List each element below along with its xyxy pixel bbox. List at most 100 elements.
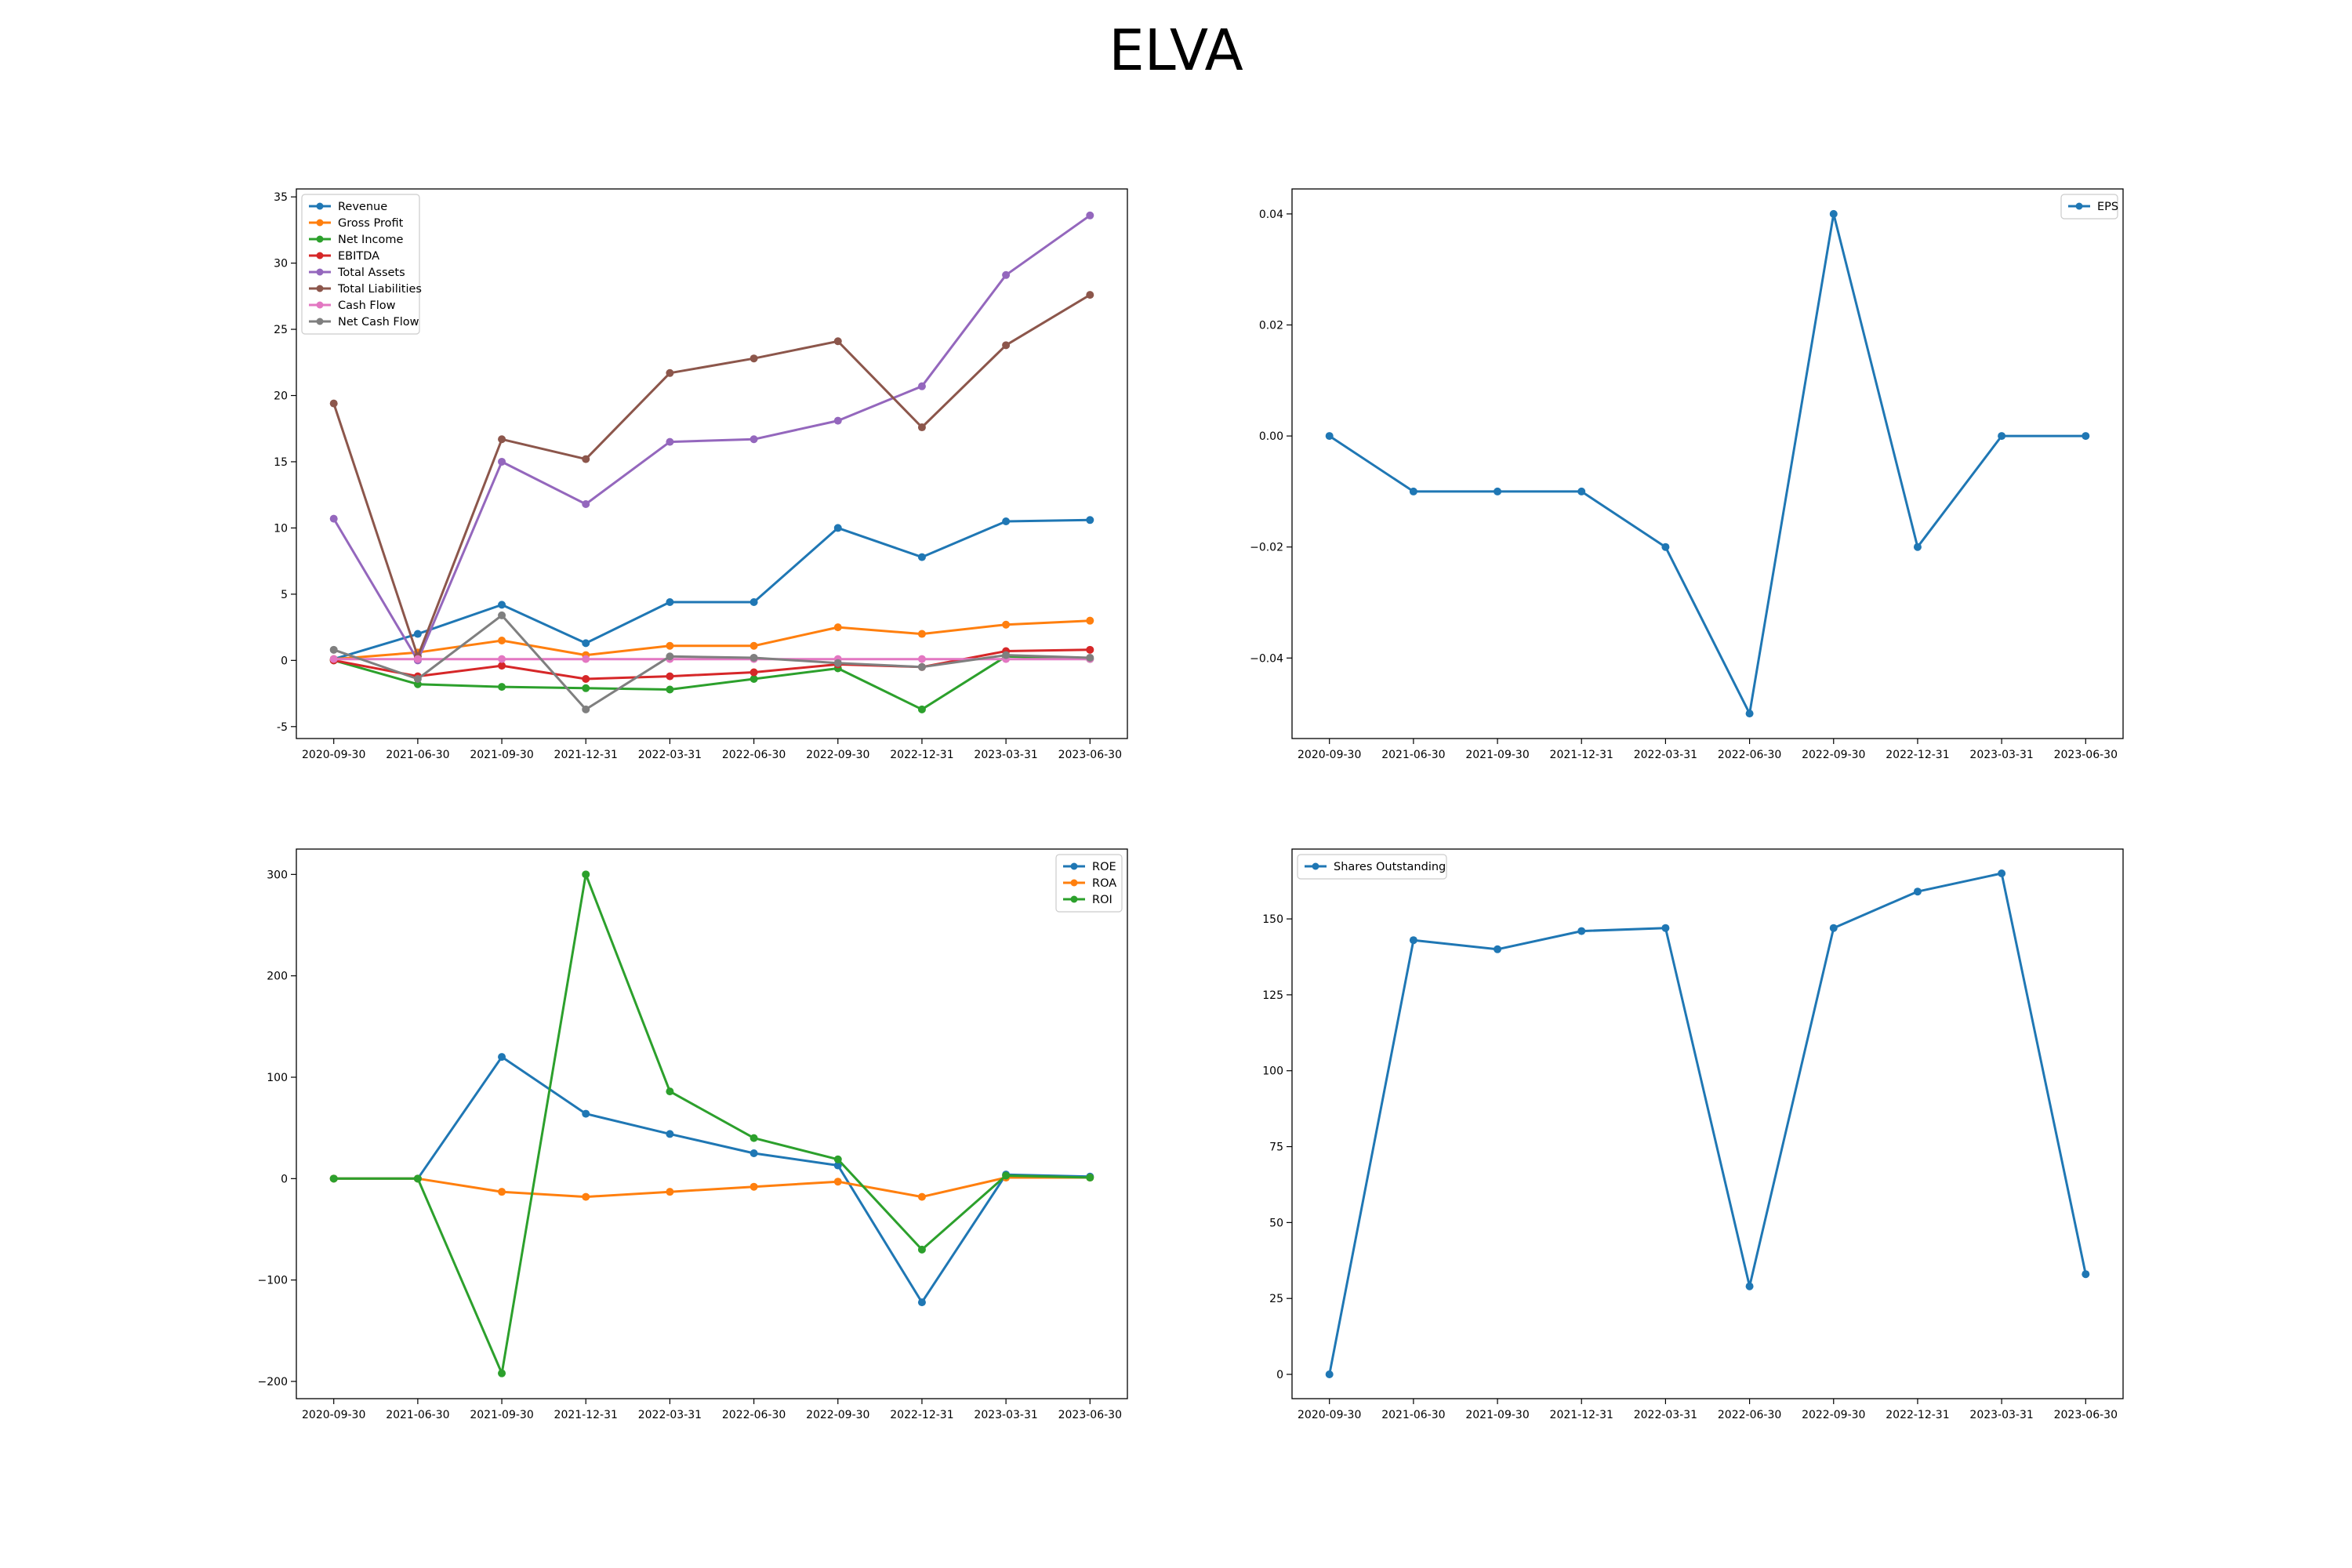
x-tick-label: 2021-12-31 [554,749,618,761]
y-tick-label: 0.00 [1259,430,1283,443]
data-point [1002,651,1011,659]
x-tick-label: 2022-03-31 [1634,1409,1697,1421]
x-tick-label: 2020-09-30 [302,1409,365,1421]
y-tick-label: 10 [274,522,288,535]
data-point [1913,543,1922,551]
data-point [1002,517,1011,525]
series-line [333,518,1091,661]
legend-frame [301,194,420,335]
data-point [1494,945,1502,953]
figure-title: ELVA [1109,17,1243,83]
series-roe [329,1053,1094,1307]
data-point [833,524,842,532]
legend-item: Revenue [309,201,387,213]
data-point [917,705,926,713]
data-point [1325,1370,1334,1379]
y-tick-label: −0.02 [1250,542,1283,554]
legend-item: EPS [2068,201,2118,213]
x-tick-label: 2021-06-30 [1381,1409,1445,1421]
y-tick-label: 20 [274,390,288,403]
y-tick-label: 0.02 [1259,319,1283,332]
data-point [666,1087,674,1096]
series-net-cash-flow [329,611,1094,713]
y-tick-label: 25 [274,324,288,336]
series-roa [329,1174,1094,1201]
data-point [917,423,926,432]
x-tick-label: 2021-09-30 [1465,1409,1529,1421]
data-point [833,416,842,425]
x-tick-label: 2022-09-30 [806,749,869,761]
data-point [498,655,506,663]
plot-frame [1291,848,2124,1399]
data-point [1409,487,1417,495]
y-tick-label: 0 [281,1173,288,1185]
data-point [917,655,926,663]
legend-label: EBITDA [338,250,379,263]
legend-swatch-marker [316,301,324,309]
legend-swatch-marker [1070,895,1078,903]
x-tick-label: 2021-06-30 [386,749,449,761]
legend-item: Total Assets [309,267,405,279]
data-point [329,1174,338,1183]
data-point [1325,432,1334,441]
data-point [1002,341,1011,350]
x-tick-label: 2023-03-31 [974,749,1037,761]
data-point [498,1053,506,1062]
data-point [1745,710,1754,718]
data-point [750,674,758,683]
data-point [498,1188,506,1196]
y-tick-label: 25 [1269,1293,1283,1305]
data-point [498,611,506,619]
legend-item: Cash Flow [309,299,396,312]
data-point [1086,291,1094,299]
data-point [1086,653,1094,662]
series-roi [329,870,1094,1377]
data-point [1745,1282,1754,1290]
legend-label: ROA [1092,877,1116,890]
data-point [1086,645,1094,654]
data-point [666,598,674,607]
data-point [1494,487,1502,495]
x-tick-label: 2022-12-31 [890,1409,953,1421]
legend-item: Net Cash Flow [309,316,419,328]
data-point [1998,869,2006,877]
data-point [750,435,758,444]
data-point [329,399,338,408]
x-tick-label: 2022-03-31 [638,1409,702,1421]
series-line [333,1055,1091,1304]
data-point [413,655,422,663]
data-point [329,514,338,523]
series-line [333,619,1091,661]
data-point [666,652,674,661]
x-tick-label: 2020-09-30 [302,749,365,761]
x-tick-label: 2021-12-31 [1550,1409,1613,1421]
data-point [666,685,674,694]
x-tick-label: 2021-09-30 [470,1409,533,1421]
data-point [498,601,506,609]
data-point [498,457,506,466]
data-point [666,368,674,377]
series-line [332,293,1091,658]
series-line [1328,212,2086,715]
plot-frame [296,188,1128,739]
data-point [1577,927,1586,935]
legend-swatch-marker [1070,862,1078,870]
data-point [917,1298,926,1307]
series-line [333,655,1091,711]
data-point [833,623,842,632]
legend-label: Cash Flow [338,299,396,312]
legend-label: Shares Outstanding [1334,861,1446,873]
data-point [582,1109,590,1118]
legend-label: Net Income [338,234,403,246]
data-point [917,382,926,390]
x-tick-label: 2021-06-30 [1381,749,1445,761]
chart-4: 2020-09-30 2021-06-30 2021-09-30 2021-12-31… [1262,848,2124,1421]
x-tick-label: 2022-12-31 [1886,749,1949,761]
y-tick-label: -5 [277,721,288,734]
legend-label: Total Liabilities [337,283,422,296]
y-tick-label: −0.04 [1250,652,1283,665]
data-point [750,641,758,650]
data-point [917,553,926,561]
data-point [917,1245,926,1254]
